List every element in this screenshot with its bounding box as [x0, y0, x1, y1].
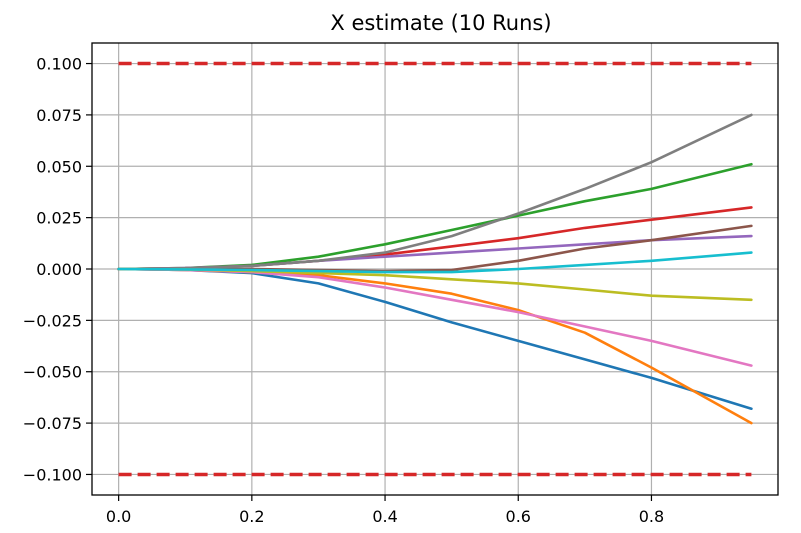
- y-tick-label: −0.050: [23, 363, 82, 382]
- x-tick-label: 0.0: [106, 507, 131, 526]
- y-tick-label: 0.100: [36, 55, 82, 74]
- series-line-8: [117, 113, 753, 271]
- chart-title: X estimate (10 Runs): [330, 11, 551, 35]
- y-tick-label: −0.025: [23, 311, 82, 330]
- y-tick-label: −0.100: [23, 465, 82, 484]
- y-tick-label: 0.025: [36, 209, 82, 228]
- series-line-9: [117, 267, 753, 302]
- y-tick-label: 0.000: [36, 260, 82, 279]
- bound-layer: [118, 61, 752, 477]
- x-tick-label: 0.2: [239, 507, 264, 526]
- tick-layer: 0.0 0.2 0.4 0.6 0.8 0.100 0.075 0.050 0.025 0.000…: [23, 55, 664, 526]
- x-tick-label: 0.6: [506, 507, 531, 526]
- y-tick-label: 0.050: [36, 157, 82, 176]
- y-tick-label: 0.075: [36, 106, 82, 125]
- y-tick-label: −0.075: [23, 414, 82, 433]
- series-layer: [117, 113, 753, 425]
- series-line-10: [117, 251, 753, 274]
- series-line-2: [117, 267, 753, 425]
- x-tick-label: 0.8: [639, 507, 664, 526]
- x-tick-label: 0.4: [372, 507, 397, 526]
